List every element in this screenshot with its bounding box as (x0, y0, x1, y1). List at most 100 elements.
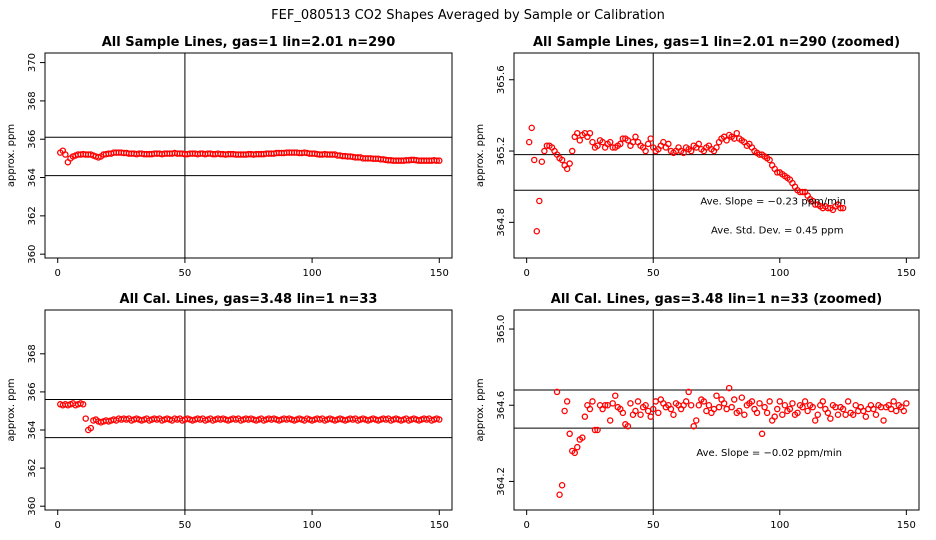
data-point (642, 401, 649, 409)
data-point (667, 405, 675, 413)
data-point (665, 140, 672, 148)
y-tick-label: 362 (27, 206, 38, 225)
chart-panel-1: All Sample Lines, gas=1 lin=2.01 n=290 0 5… (6, 35, 453, 279)
data-point (531, 156, 538, 164)
data-point (612, 392, 619, 399)
data-point (880, 417, 887, 424)
x-tick-label: 50 (179, 268, 192, 279)
data-point (900, 407, 908, 415)
y-tick-label: 370 (27, 53, 38, 72)
chart-title: All Cal. Lines, gas=3.48 lin=1 n=33 (120, 292, 378, 307)
data-point (682, 398, 690, 405)
data-point (566, 430, 573, 438)
data-point (556, 491, 563, 499)
data-point (837, 204, 844, 212)
data-point (563, 165, 571, 173)
y-axis-label: approx. ppm (475, 124, 486, 187)
data-point (720, 400, 728, 407)
plot-frame (513, 52, 920, 259)
data-point (642, 147, 649, 155)
data-point (844, 398, 852, 405)
data-point (794, 409, 801, 417)
data-point (728, 403, 735, 411)
chart-title: All Sample Lines, gas=1 lin=2.01 n=290 (… (533, 35, 900, 50)
annotation: Ave. Slope = −0.02 ppm/min (696, 448, 842, 459)
x-tick-label: 150 (897, 268, 916, 279)
y-tick-label: 365.6 (496, 65, 507, 94)
y-tick-label: 364 (27, 420, 38, 439)
data-point (695, 401, 703, 409)
data-point (766, 398, 773, 405)
x-tick-label: 100 (303, 268, 322, 279)
data-point (687, 401, 695, 409)
x-tick-label: 50 (647, 520, 660, 531)
y-axis-label: approx. ppm (6, 124, 17, 187)
x-tick-label: 0 (523, 268, 529, 279)
data-point (827, 415, 834, 422)
data-point (624, 422, 632, 430)
data-point (606, 138, 614, 146)
data-point (870, 405, 877, 413)
chart-panel-4: All Cal. Lines, gas=3.48 lin=1 n=33 (zoo… (475, 292, 920, 531)
data-point (761, 403, 768, 411)
data-point (766, 156, 773, 164)
x-tick-label: 100 (303, 520, 322, 531)
data-point (771, 413, 778, 420)
data-point (776, 398, 784, 405)
plot-frame (513, 309, 920, 511)
data-point (723, 137, 730, 144)
data-point (705, 401, 713, 409)
chart-panel-3: All Cal. Lines, gas=3.48 lin=1 n=33 0 50 10… (6, 292, 453, 531)
data-point (433, 157, 440, 164)
data-point (814, 411, 822, 419)
x-tick-label: 150 (897, 520, 916, 531)
data-point (695, 140, 703, 148)
y-tick-label: 364.2 (496, 467, 507, 496)
data-point (804, 407, 811, 415)
data-point (601, 401, 609, 409)
data-point (713, 144, 720, 151)
data-point (748, 398, 756, 405)
data-point (528, 124, 535, 132)
y-tick-label: 365.0 (496, 315, 507, 344)
data-point (819, 398, 827, 405)
y-tick-label: 364.8 (496, 208, 507, 237)
chart-title: All Cal. Lines, gas=3.48 lin=1 n=33 (zoo… (551, 292, 882, 307)
x-tick-label: 150 (430, 268, 449, 279)
data-point (872, 411, 880, 419)
data-point (436, 157, 443, 164)
data-point (558, 156, 566, 164)
data-point (579, 434, 586, 441)
data-point (655, 409, 662, 417)
data-point (839, 204, 847, 212)
data-point (594, 426, 601, 434)
data-point (566, 160, 573, 167)
data-point (690, 422, 697, 430)
data-point (839, 405, 847, 413)
data-point (786, 405, 794, 413)
data-point (799, 188, 806, 196)
data-point (536, 197, 543, 205)
data-point (730, 396, 738, 403)
data-point (799, 403, 806, 411)
y-tick-label: 364.6 (496, 391, 507, 420)
data-point (756, 400, 763, 407)
data-point (687, 147, 695, 155)
data-point (713, 392, 720, 399)
plot-frame (44, 52, 453, 259)
data-point (82, 415, 89, 422)
data-point (781, 401, 789, 409)
data-point (849, 411, 857, 419)
data-point (738, 394, 746, 401)
x-tick-label: 100 (770, 268, 789, 279)
data-point (862, 413, 870, 420)
data-point (693, 417, 700, 424)
data-point (586, 129, 594, 137)
data-point (538, 158, 546, 165)
data-point (436, 416, 443, 423)
data-point (789, 400, 796, 407)
data-point (715, 403, 723, 411)
data-point (609, 400, 616, 407)
data-point (586, 405, 594, 413)
